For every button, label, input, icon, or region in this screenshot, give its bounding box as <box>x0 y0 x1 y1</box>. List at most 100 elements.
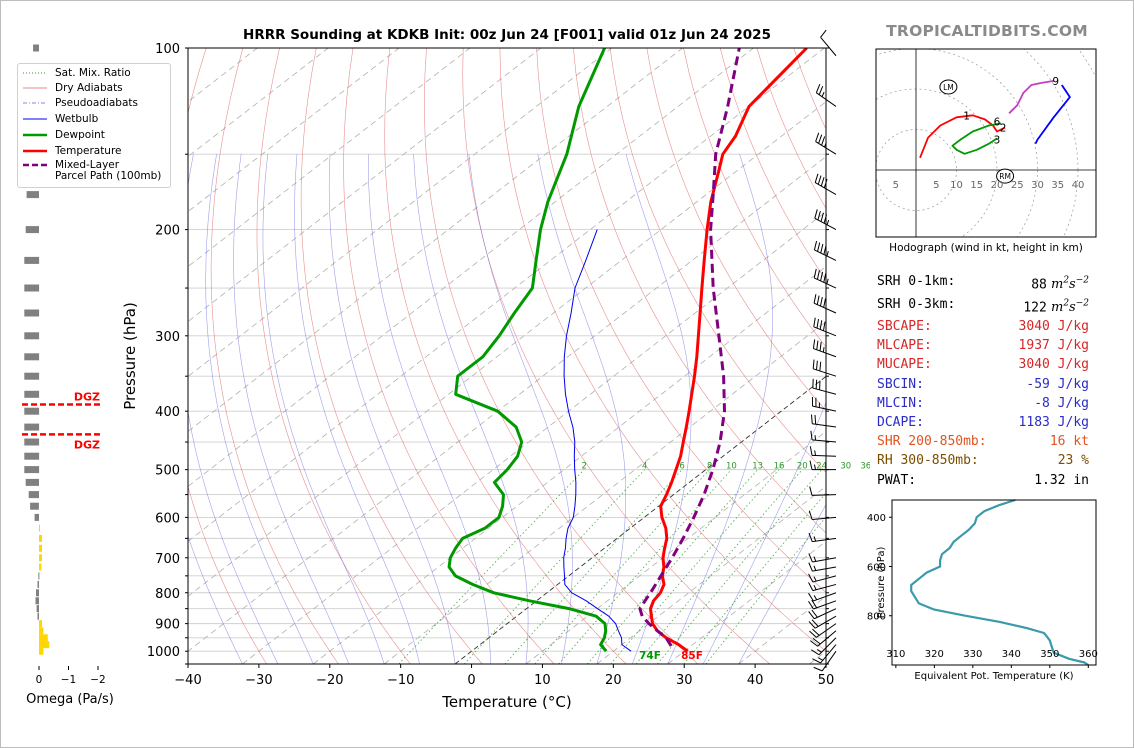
wind-barb-half <box>826 219 830 226</box>
stat-value: 16 kt <box>1050 432 1089 451</box>
wind-barb-full <box>821 136 826 146</box>
mixing-ratio-line <box>534 469 710 664</box>
wind-barb-full <box>817 210 821 221</box>
wind-barb-full <box>814 209 818 219</box>
omega-bar <box>33 44 39 52</box>
stat-value: 3040 J/kg <box>1019 317 1089 336</box>
omega-bar <box>26 191 39 199</box>
dgz-label: DGZ <box>74 391 100 404</box>
y-tick-label: 300 <box>155 330 180 345</box>
wind-barb <box>809 460 836 471</box>
wind-barb-staff <box>811 494 837 496</box>
isotherm-line <box>313 266 826 664</box>
legend-label: Dewpoint <box>55 129 105 141</box>
mixing-ratio-line <box>504 469 683 664</box>
wind-barb-full <box>808 582 814 591</box>
dry-adiabat-line <box>424 48 699 664</box>
legend-item: Wetbulb <box>18 114 98 125</box>
wind-barb <box>813 294 837 314</box>
wind-barb-staff <box>818 637 837 656</box>
x-tick-label: −10 <box>387 673 414 688</box>
y-axis-label: Pressure (hPa) <box>121 302 139 410</box>
storm-motion-label: LM <box>943 83 954 92</box>
legend-swatch <box>23 72 47 74</box>
wind-barb-full <box>819 341 822 352</box>
pseudoadiabat-line <box>233 154 349 664</box>
theta-e-x-label: 330 <box>963 649 982 660</box>
omega-bar <box>24 423 40 431</box>
wind-barb-full <box>823 298 826 308</box>
omega-bar <box>39 554 42 562</box>
wind-barb-half <box>818 657 824 661</box>
hodo-tick-label: 35 <box>1051 180 1064 191</box>
mixing-ratio-label: 30 <box>840 462 851 472</box>
wind-barb-staff <box>813 608 837 620</box>
x-tick-label: 0 <box>467 673 475 688</box>
stat-label: SRH 0-3km: <box>877 296 956 312</box>
wind-barb <box>808 562 837 572</box>
x-tick-label: 20 <box>605 673 622 688</box>
wind-barb-full <box>808 562 813 572</box>
dry-adiabat-line <box>300 48 483 664</box>
wind-barb-staff <box>812 387 837 395</box>
pseudoadiabat-line <box>262 154 385 664</box>
dry-adiabat-line <box>646 48 826 412</box>
wind-barb-full <box>819 320 823 330</box>
isotherm-line <box>188 48 825 542</box>
legend-item: Mixed-Layer Parcel Path (100mb) <box>18 160 161 182</box>
stat-number: 88 <box>1031 277 1047 293</box>
omega-bar <box>36 605 39 613</box>
wind-barb <box>812 359 837 377</box>
pseudoadiabat-line <box>667 154 773 664</box>
wind-barb <box>813 240 837 261</box>
hodo-tick-label: 5 <box>933 180 939 191</box>
wind-barb-staff <box>812 516 837 520</box>
wind-barb-staff <box>812 537 837 543</box>
isotherm-line <box>188 156 826 652</box>
stat-value: -59 J/kg <box>1026 375 1089 394</box>
wind-barb <box>809 486 837 496</box>
storm-motion-marker <box>939 79 958 95</box>
omega-bar <box>39 627 44 635</box>
dry-adiabat-line <box>210 48 339 664</box>
stat-number: 1183 J/kg <box>1018 415 1089 431</box>
wind-barb <box>808 608 837 620</box>
wind-barb-full <box>812 628 820 636</box>
pseudoadiabat-line <box>413 154 529 664</box>
pseudoadiabat-line <box>205 154 314 664</box>
skewt-chart: 2 4 6 8 10 13 16 20 24 30 361002003004005006007008… <box>121 29 870 711</box>
wind-barb <box>814 209 837 231</box>
wind-barb-full <box>818 85 824 95</box>
mixing-ratio-label: 20 <box>797 462 808 472</box>
legend-label: Dry Adiabats <box>55 82 123 94</box>
wind-barb-full <box>812 637 821 645</box>
skewt-plot-area <box>188 48 826 664</box>
wind-barb-full <box>823 178 828 189</box>
legend-swatch <box>23 118 47 120</box>
wind-barb-full <box>814 173 819 183</box>
dry-adiabat-line <box>683 48 826 348</box>
omega-bar <box>39 544 42 552</box>
theta-e-x-label: 360 <box>1079 649 1098 660</box>
wind-barb-full <box>809 446 813 456</box>
wind-barb-full <box>816 340 819 350</box>
x-tick-label: 40 <box>747 673 764 688</box>
wind-barb-full <box>811 414 813 424</box>
dry-adiabat-line <box>499 48 826 652</box>
wind-barb <box>809 446 837 457</box>
wind-barb-staff <box>814 182 837 196</box>
wind-barb-staff <box>812 557 837 563</box>
hodo-tick-label: 15 <box>970 180 983 191</box>
pseudoadiabat-line <box>368 154 491 664</box>
stat-value: 122 m2s−2 <box>1023 295 1089 318</box>
wind-barb-full <box>816 318 820 329</box>
stat-number: 122 <box>1023 299 1047 315</box>
stat-label: RH 300-850mb: <box>877 453 979 469</box>
wind-barb-full <box>808 600 814 610</box>
stat-number: 16 kt <box>1049 434 1089 450</box>
mixing-ratio-line <box>398 469 585 664</box>
wind-barb <box>815 83 837 107</box>
wind-barb <box>813 268 837 289</box>
wind-barb-full <box>810 430 813 441</box>
wind-barb-staff <box>813 600 837 610</box>
